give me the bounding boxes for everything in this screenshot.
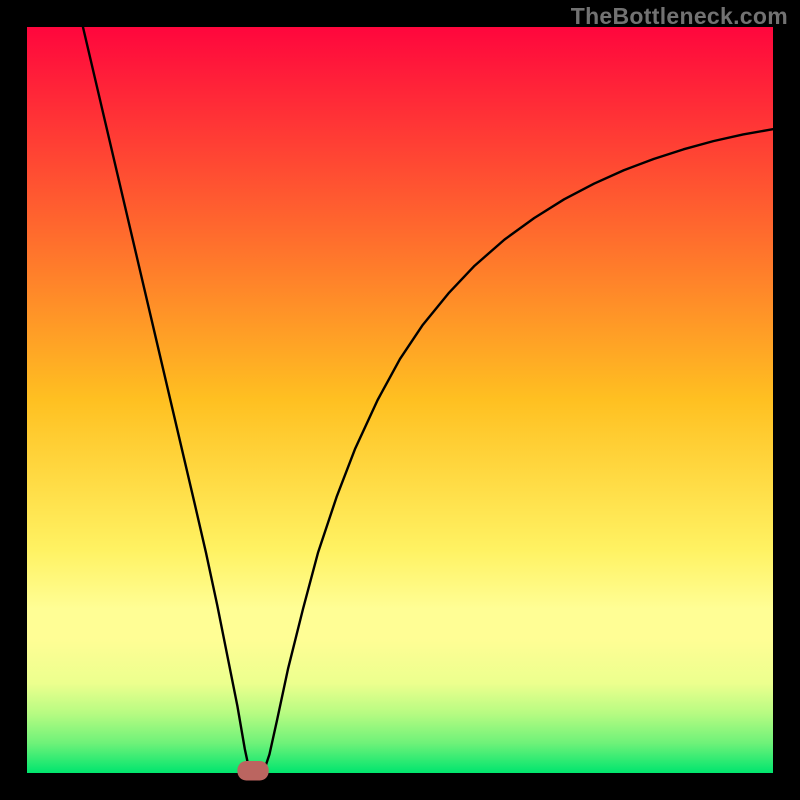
- bottleneck-chart: [0, 0, 800, 800]
- watermark-text: TheBottleneck.com: [571, 3, 788, 30]
- plot-background: [27, 27, 773, 773]
- bottleneck-marker: [237, 761, 268, 780]
- chart-frame: TheBottleneck.com: [0, 0, 800, 800]
